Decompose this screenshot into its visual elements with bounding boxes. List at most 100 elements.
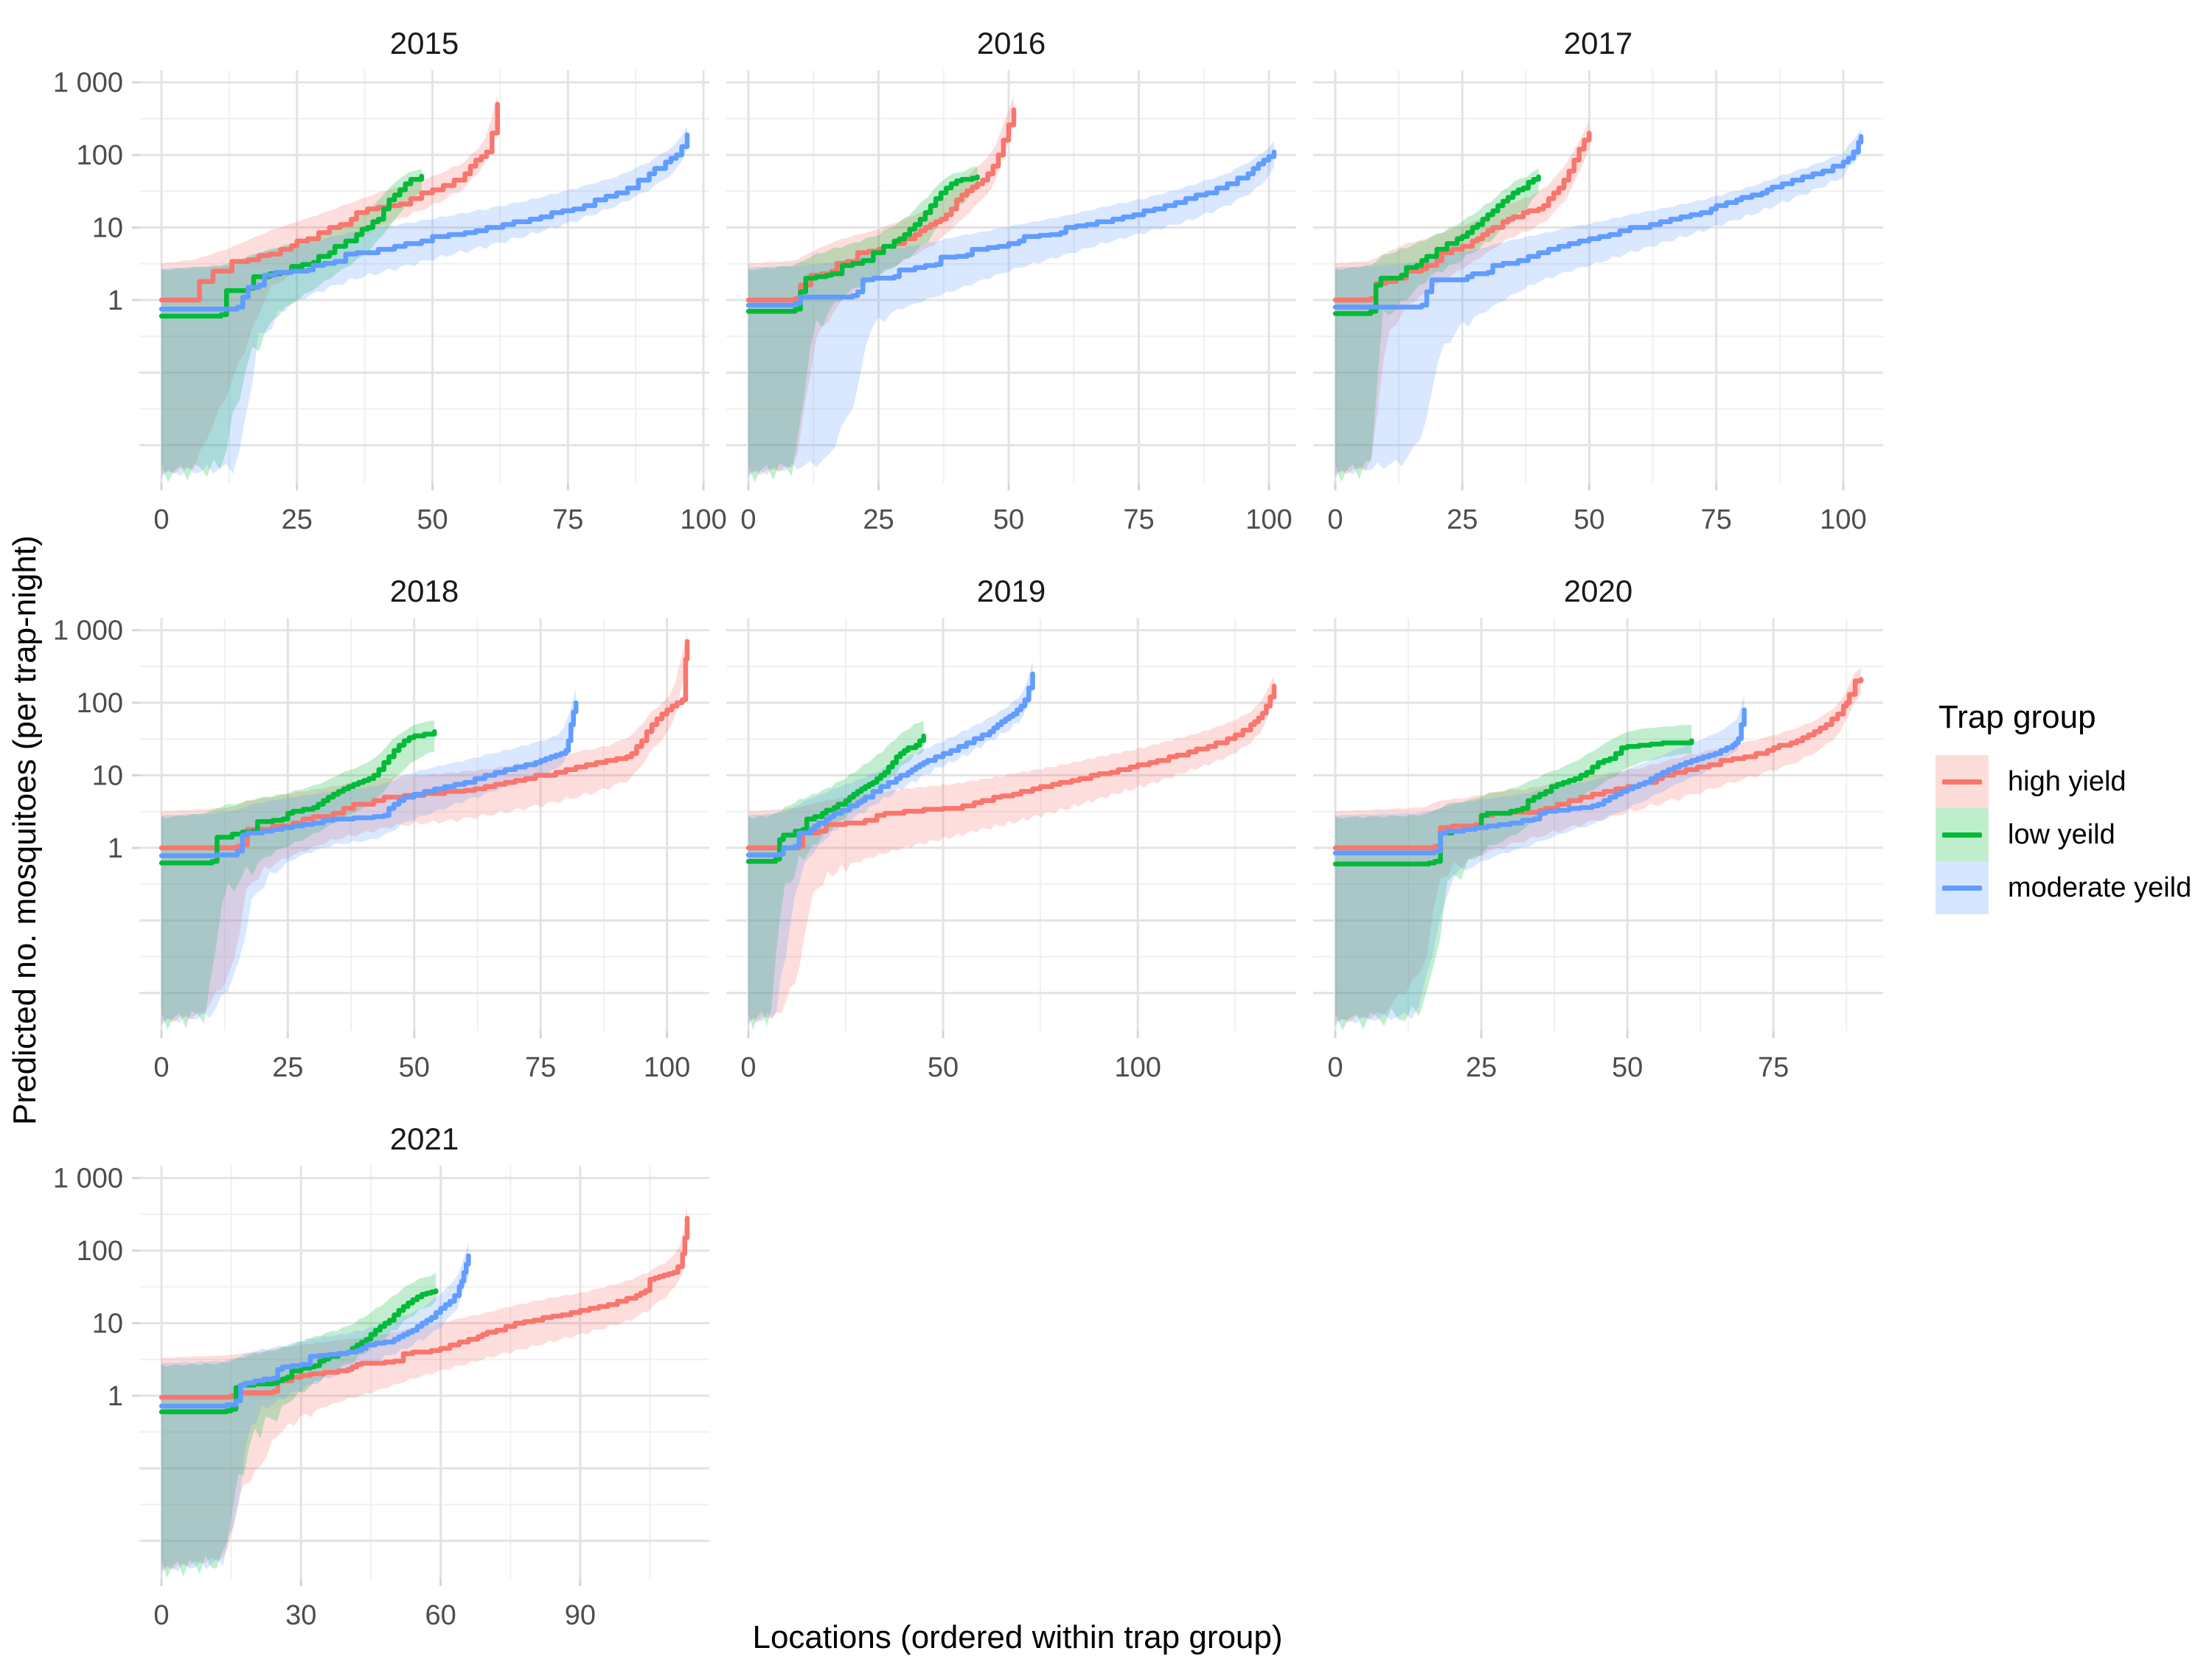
legend-item-high-yield: high yield <box>1935 755 2208 808</box>
ribbon-low-yeild <box>748 167 978 482</box>
x-tick-label: 75 <box>1123 504 1154 535</box>
facet-title: 2017 <box>1564 26 1632 60</box>
y-tick-label: 100 <box>77 688 123 719</box>
x-tick-label: 50 <box>928 1052 959 1083</box>
x-tick-label: 50 <box>993 504 1024 535</box>
facet-title: 2016 <box>977 26 1046 60</box>
lines <box>159 1215 690 1415</box>
x-tick-label: 50 <box>399 1052 430 1083</box>
series-line-high-yield <box>745 107 1017 303</box>
x-tick-label: 75 <box>552 504 583 535</box>
y-tick-label: 100 <box>77 140 123 171</box>
y-tick-label: 1 000 <box>53 68 123 99</box>
x-tick-label: 100 <box>1820 504 1866 535</box>
low-yeild-line-swatch-icon <box>1942 832 1982 838</box>
ribbon-moderate-yeild <box>1335 695 1745 1026</box>
x-axis-title: Locations (ordered within trap group) <box>752 1619 1283 1655</box>
facet-title: 2020 <box>1564 574 1632 608</box>
ribbon-high-yield <box>1335 667 1861 1023</box>
facet-2021: 2021 0 30 60 90 1 000 100 10 1 <box>53 1121 709 1631</box>
grid-major <box>139 70 709 490</box>
x-tick-label: 30 <box>285 1600 316 1631</box>
x-tick-label: 100 <box>1114 1052 1161 1083</box>
x-tick-label: 60 <box>425 1600 456 1631</box>
series-line-moderate-yeild <box>1332 133 1864 310</box>
x-tick-label: 0 <box>1327 504 1343 535</box>
ribbon-moderate-yeild <box>161 1242 469 1574</box>
y-tick-label: 1 <box>108 833 123 864</box>
facet-title: 2015 <box>390 26 459 60</box>
facet-title: 2018 <box>390 574 459 608</box>
grid-minor <box>139 618 709 1031</box>
y-tick-label: 1 <box>108 285 123 316</box>
facet-2017: 2017 0 25 50 75 100 <box>1313 26 1883 535</box>
y-tick-label: 10 <box>92 213 123 244</box>
lines <box>1332 677 1864 867</box>
y-tick-label: 100 <box>77 1236 123 1267</box>
legend-key-low-yeild <box>1935 808 1989 861</box>
ribbon-moderate-yeild <box>161 688 577 1026</box>
ribbon-moderate-yeild <box>161 126 687 479</box>
series-line-low-yeild <box>745 174 980 314</box>
series-line-moderate-yeild <box>745 671 1035 858</box>
x-tick-label: 50 <box>1612 1052 1643 1083</box>
ribbon-low-yeild <box>161 168 422 483</box>
y-tick-label: 1 000 <box>53 1164 123 1194</box>
ribbon-high-yield <box>1335 120 1590 475</box>
ribbon-low-yeild <box>1335 168 1539 482</box>
y-tick-label: 1 <box>108 1381 123 1412</box>
facet-2020: 2020 0 25 50 75 <box>1313 574 1883 1083</box>
grid-major <box>139 1166 709 1586</box>
x-tick-label: 0 <box>1327 1052 1343 1083</box>
series-line-low-yeild <box>159 729 437 866</box>
x-tick-label: 0 <box>153 504 169 535</box>
x-tick-label: 25 <box>1466 1052 1497 1083</box>
ribbon-moderate-yeild <box>1335 128 1861 479</box>
x-tick-label: 90 <box>565 1600 596 1631</box>
legend-label-moderate-yeild: moderate yeild <box>2008 872 2192 903</box>
legend: Trap group high yield low yeild moderate… <box>1935 699 2208 914</box>
series-line-high-yield <box>159 1215 690 1400</box>
y-tick-label: 10 <box>92 761 123 792</box>
series-line-high-yield <box>745 684 1277 851</box>
y-axis-title: Predicted no. mosquitoes (per trap-night… <box>7 535 43 1125</box>
series-line-low-yeild <box>745 733 926 864</box>
legend-item-low-yeild: low yeild <box>1935 808 2208 861</box>
ribbon-high-yield <box>161 1204 687 1571</box>
grid-minor <box>726 618 1296 1031</box>
x-tick-label: 50 <box>1573 504 1604 535</box>
lines <box>159 639 690 866</box>
series-line-high-yield <box>159 102 500 303</box>
legend-key-moderate-yeild <box>1935 861 1989 914</box>
ribbons <box>1335 120 1861 482</box>
ribbon-low-yeild <box>161 720 435 1030</box>
x-tick-label: 100 <box>1245 504 1292 535</box>
ribbons <box>748 96 1274 482</box>
series-line-moderate-yeild <box>159 1253 471 1409</box>
series-line-moderate-yeild <box>1332 707 1747 856</box>
facet-title: 2021 <box>390 1121 459 1156</box>
ribbon-high-yield <box>748 675 1274 1023</box>
legend-title: Trap group <box>1938 699 2096 735</box>
ribbon-moderate-yeild <box>748 661 1033 1026</box>
lines <box>1332 131 1864 316</box>
x-tick-label: 0 <box>740 1052 756 1083</box>
facet-2015: 2015 0 25 50 75 100 1 000 100 10 1 <box>53 26 727 535</box>
x-tick-label: 25 <box>1447 504 1478 535</box>
facet-2018: 2018 0 25 50 75 100 1 000 100 10 1 <box>53 574 709 1083</box>
x-tick-label: 0 <box>740 504 756 535</box>
ribbon-moderate-yeild <box>748 141 1274 479</box>
grid-minor <box>1313 618 1883 1031</box>
x-tick-label: 25 <box>863 504 894 535</box>
facet-title: 2019 <box>977 574 1046 608</box>
series-line-moderate-yeild <box>159 700 579 858</box>
x-tick-label: 100 <box>680 504 726 535</box>
series-line-moderate-yeild <box>159 132 690 312</box>
ribbons <box>1335 667 1861 1031</box>
x-tick-label: 0 <box>153 1600 169 1631</box>
legend-label-low-yeild: low yeild <box>2008 818 2115 850</box>
legend-item-moderate-yeild: moderate yeild <box>1935 861 2208 914</box>
ribbon-low-yeild <box>1335 725 1692 1031</box>
x-tick-label: 25 <box>282 504 313 535</box>
